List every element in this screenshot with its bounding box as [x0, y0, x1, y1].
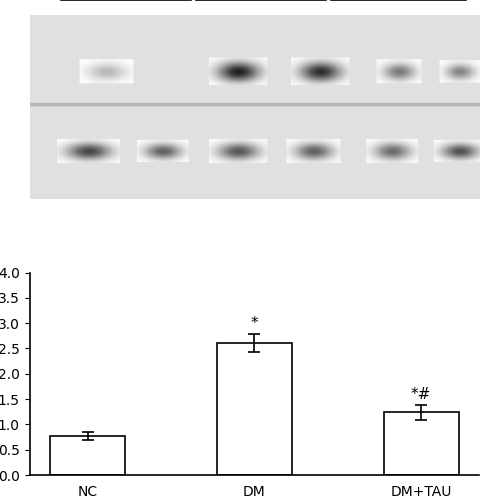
Text: *#: *# [411, 386, 431, 402]
Bar [384, 412, 459, 475]
Bar [217, 344, 292, 475]
Bar [50, 436, 125, 475]
Text: *: * [250, 316, 258, 331]
